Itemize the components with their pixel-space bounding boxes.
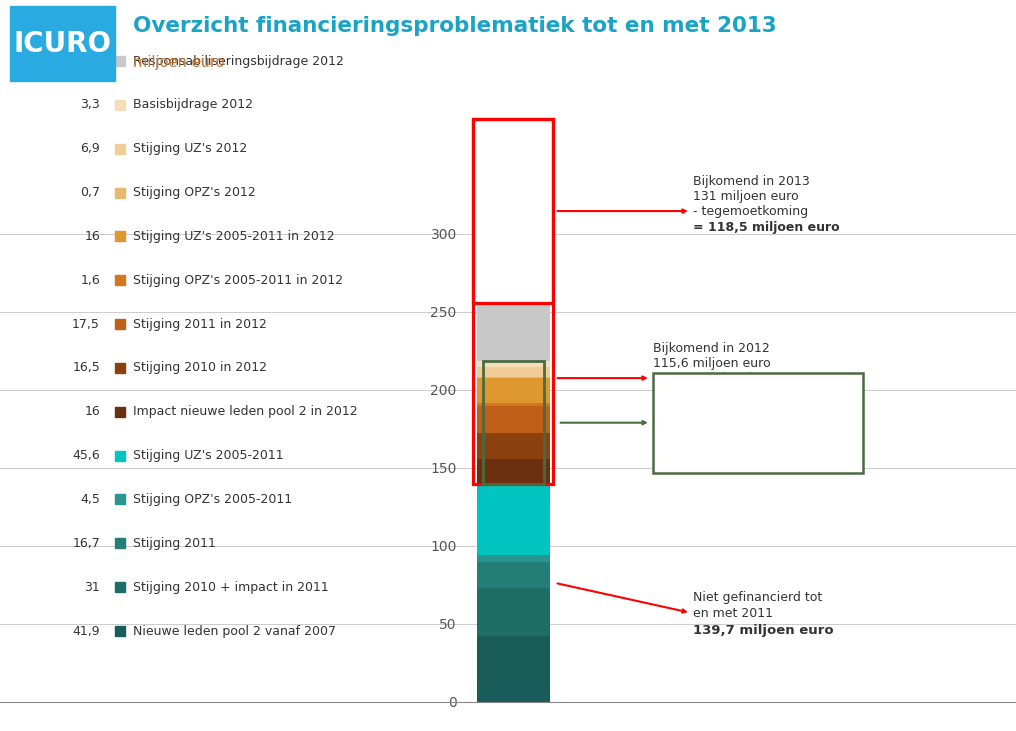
Text: vanaf 2012: bedrag: vanaf 2012: bedrag xyxy=(660,400,784,413)
Text: Stijging OPZ's 2012: Stijging OPZ's 2012 xyxy=(133,186,256,199)
Bar xyxy=(483,362,544,484)
Text: - responsabilisering: - responsabilisering xyxy=(660,416,783,429)
Bar xyxy=(477,555,550,562)
Bar xyxy=(477,379,550,404)
Text: 3,3: 3,3 xyxy=(80,99,100,111)
Text: - tegemoetkoming: - tegemoetkoming xyxy=(693,205,808,218)
Text: Stijging UZ's 2005-2011 in 2012: Stijging UZ's 2005-2011 in 2012 xyxy=(133,230,334,243)
Text: Stijging UZ's 2012: Stijging UZ's 2012 xyxy=(133,143,247,155)
Text: 16: 16 xyxy=(84,230,100,243)
Text: Stijging UZ's 2005-2011: Stijging UZ's 2005-2011 xyxy=(133,449,283,462)
Bar xyxy=(10,6,115,81)
Bar xyxy=(115,626,125,636)
Bar xyxy=(477,637,550,702)
Text: Stijging OPZ's 2005-2011 in 2012: Stijging OPZ's 2005-2011 in 2012 xyxy=(133,273,343,287)
Text: 0,7: 0,7 xyxy=(80,186,100,199)
Text: - tegemoetkoming: - tegemoetkoming xyxy=(652,371,768,385)
Bar xyxy=(477,484,550,555)
Text: Stijging 2011 in 2012: Stijging 2011 in 2012 xyxy=(133,317,267,330)
Text: 131 miljoen euro: 131 miljoen euro xyxy=(693,189,799,202)
Text: Bijkomend in 2012: Bijkomend in 2012 xyxy=(652,341,769,355)
Bar xyxy=(473,118,553,303)
Text: Bijkomend in 2013: Bijkomend in 2013 xyxy=(693,175,810,188)
Text: 1,6: 1,6 xyxy=(80,273,100,287)
Bar xyxy=(115,144,125,154)
Text: =99,3  miljoen euro: =99,3 miljoen euro xyxy=(652,387,790,401)
Text: Recurrent gevraagd: Recurrent gevraagd xyxy=(660,385,785,397)
Text: Stijging 2010 + impact in 2011: Stijging 2010 + impact in 2011 xyxy=(133,580,329,594)
Bar xyxy=(115,363,125,373)
Text: 115,6 miljoen euro: 115,6 miljoen euro xyxy=(652,357,770,370)
Bar xyxy=(477,433,550,459)
Bar xyxy=(477,367,550,377)
Text: Nieuwe leden pool 2 vanaf 2007: Nieuwe leden pool 2 vanaf 2007 xyxy=(133,624,336,637)
Bar xyxy=(115,232,125,241)
Bar xyxy=(477,562,550,588)
Bar xyxy=(477,406,550,433)
Text: 31: 31 xyxy=(84,580,100,594)
Text: = 62 miljoen euro: = 62 miljoen euro xyxy=(660,433,793,446)
Bar xyxy=(115,188,125,197)
Bar xyxy=(477,303,550,362)
Text: 16: 16 xyxy=(84,405,100,418)
Bar xyxy=(477,377,550,379)
Bar xyxy=(115,276,125,285)
Text: 139,7 miljoen euro: 139,7 miljoen euro xyxy=(693,624,833,637)
Text: 41,9: 41,9 xyxy=(72,624,100,637)
Text: Basisbijdrage 2012: Basisbijdrage 2012 xyxy=(133,99,253,111)
Text: en met 2011: en met 2011 xyxy=(693,607,773,621)
Bar xyxy=(115,100,125,110)
Bar xyxy=(115,538,125,548)
Bar xyxy=(477,362,550,367)
Text: 17,5: 17,5 xyxy=(72,317,100,330)
Bar xyxy=(115,319,125,329)
Text: 6,9: 6,9 xyxy=(80,143,100,155)
Bar xyxy=(477,588,550,637)
Text: = 118,5 miljoen euro: = 118,5 miljoen euro xyxy=(693,221,839,234)
Bar xyxy=(652,373,863,473)
Bar xyxy=(115,582,125,592)
Text: Stijging OPZ's 2005-2011: Stijging OPZ's 2005-2011 xyxy=(133,493,293,506)
Text: miljoen euro: miljoen euro xyxy=(133,56,225,70)
Text: 16,5: 16,5 xyxy=(72,361,100,374)
Text: Niet gefinancierd tot: Niet gefinancierd tot xyxy=(693,591,822,605)
Text: Impact nieuwe leden pool 2 in 2012: Impact nieuwe leden pool 2 in 2012 xyxy=(133,405,358,418)
Bar xyxy=(477,459,550,484)
Bar xyxy=(115,494,125,504)
Bar xyxy=(473,118,553,484)
Text: ICURO: ICURO xyxy=(13,29,112,58)
Text: 16,7: 16,7 xyxy=(72,537,100,550)
Bar xyxy=(115,56,125,66)
Bar xyxy=(115,450,125,461)
Text: Responsabiliseringsbijdrage 2012: Responsabiliseringsbijdrage 2012 xyxy=(133,55,343,67)
Text: 45,6: 45,6 xyxy=(72,449,100,462)
Bar xyxy=(477,404,550,406)
Text: Stijging 2011: Stijging 2011 xyxy=(133,537,215,550)
Text: Stijging 2010 in 2012: Stijging 2010 in 2012 xyxy=(133,361,267,374)
Bar xyxy=(115,406,125,417)
Text: 4,5: 4,5 xyxy=(80,493,100,506)
Text: 37,2: 37,2 xyxy=(72,55,100,67)
Text: Overzicht financieringsproblematiek tot en met 2013: Overzicht financieringsproblematiek tot … xyxy=(133,16,777,36)
